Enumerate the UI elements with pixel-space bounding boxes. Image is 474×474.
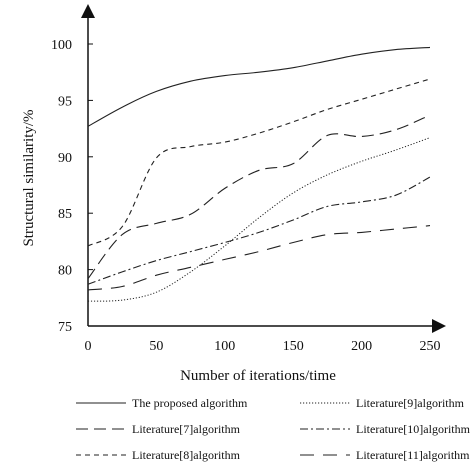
y-tick-label: 80 — [58, 264, 72, 279]
series-line-1 — [87, 46, 431, 127]
legend-label: Literature[8]algorithm — [132, 448, 241, 462]
y-axis-arrow-icon — [81, 4, 95, 18]
axes — [81, 4, 446, 333]
x-tick-label: 200 — [351, 339, 372, 354]
y-tick-label: 100 — [51, 38, 72, 53]
x-tick-label: 0 — [85, 339, 92, 354]
legend-label: The proposed algorithm — [132, 396, 248, 410]
y-tick-group: 75 80 85 90 95 100 — [51, 38, 93, 335]
series-line-4 — [87, 137, 431, 302]
series-line-3 — [87, 78, 431, 247]
x-tick-label: 150 — [283, 339, 304, 354]
series-group — [87, 46, 431, 302]
legend-label: Literature[7]algorithm — [132, 422, 241, 436]
legend-label: Literature[10]algorithm — [356, 422, 471, 436]
legend: The proposed algorithm Literature[7]algor… — [76, 396, 471, 462]
legend-label: Literature[11]algorithm — [356, 448, 470, 462]
y-axis-label: Structural similarity/% — [21, 109, 37, 246]
x-axis-arrow-icon — [432, 319, 446, 333]
y-tick-label: 95 — [58, 94, 72, 109]
x-axis-label: Number of iterations/time — [180, 368, 336, 384]
series-line-6 — [87, 225, 431, 291]
series-line-5 — [87, 176, 431, 285]
x-tick-label: 50 — [149, 339, 163, 354]
x-tick-label: 100 — [214, 339, 235, 354]
y-tick-label: 85 — [58, 207, 72, 222]
series-line-2 — [87, 114, 431, 279]
x-tick-label: 250 — [420, 339, 441, 354]
y-tick-label: 75 — [58, 320, 72, 335]
x-tick-group: 0 50 100 150 200 250 — [85, 339, 441, 354]
y-tick-label: 90 — [58, 151, 72, 166]
legend-label: Literature[9]algorithm — [356, 396, 465, 410]
